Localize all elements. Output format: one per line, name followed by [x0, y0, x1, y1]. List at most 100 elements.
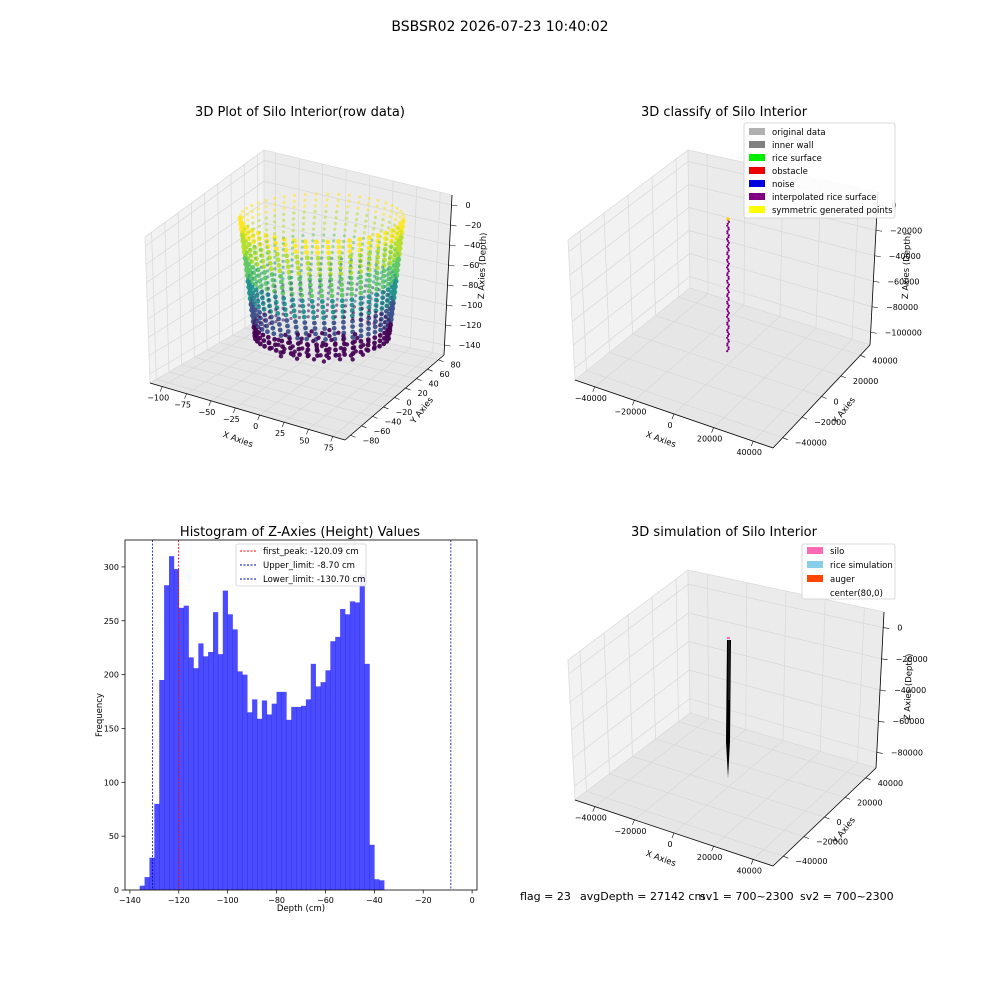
cloud-point	[388, 215, 392, 219]
cloud-point	[308, 274, 313, 278]
panel1-zlabel: Z Axies (Depth)	[477, 232, 489, 299]
cloud-point	[274, 251, 280, 257]
x-tick-label: −20	[415, 896, 432, 905]
cloud-point	[352, 339, 358, 344]
cloud-point	[331, 325, 337, 331]
classified-point	[726, 281, 729, 284]
cloud-point	[369, 244, 373, 248]
y-tick-label: −40	[385, 417, 402, 426]
cloud-point	[266, 286, 270, 291]
classified-point	[727, 289, 730, 292]
grid-line-y-wall	[627, 614, 633, 757]
cloud-point	[377, 343, 382, 349]
cloud-point	[325, 303, 330, 307]
cloud-point	[366, 283, 372, 289]
cloud-point	[347, 275, 351, 279]
cloud-point	[385, 323, 390, 327]
y-tick-mark	[782, 437, 788, 440]
cloud-point	[331, 245, 335, 249]
y-tick-mark	[844, 797, 851, 800]
z-tick-label: 0	[466, 201, 471, 210]
y-tick-label: 50	[109, 832, 119, 841]
cloud-point	[386, 268, 390, 272]
hist-bar	[193, 668, 199, 890]
hist-bar	[369, 844, 375, 890]
cloud-point	[377, 333, 383, 338]
cloud-point	[300, 251, 304, 255]
cloud-point	[258, 326, 262, 330]
cloud-point	[291, 223, 295, 227]
cloud-point	[367, 196, 371, 200]
cloud-point	[378, 318, 382, 322]
cloud-point	[347, 238, 352, 244]
cloud-point	[251, 314, 256, 318]
cloud-point	[366, 339, 371, 344]
cloud-point	[277, 327, 283, 333]
cloud-point	[297, 352, 302, 357]
z-tick-mark	[874, 255, 881, 258]
cloud-point	[304, 350, 309, 355]
y-tick-mark	[394, 397, 400, 400]
cloud-point	[365, 342, 371, 348]
cloud-point	[281, 236, 285, 240]
cloud-point	[250, 271, 254, 275]
classified-point	[726, 264, 730, 267]
cloud-point	[390, 290, 394, 294]
cloud-point	[375, 257, 379, 261]
x-tick-mark	[592, 386, 596, 392]
classified-point	[726, 315, 729, 318]
cloud-point	[272, 336, 277, 342]
cloud-point	[297, 315, 301, 320]
hist-bar	[305, 699, 312, 890]
cloud-point	[384, 201, 388, 205]
classified-point	[726, 342, 729, 345]
cloud-point	[341, 319, 346, 325]
classified-point	[727, 312, 731, 315]
classified-point	[726, 243, 730, 246]
cloud-point	[261, 338, 267, 343]
cloud-point	[308, 285, 312, 290]
cloud-point	[304, 255, 310, 261]
z-tick-mark	[876, 752, 883, 754]
cloud-point	[269, 345, 274, 351]
grid-line-y	[194, 356, 384, 408]
y-tick-mark	[824, 816, 830, 820]
cloud-point	[343, 310, 347, 314]
cloud-point	[339, 287, 345, 293]
hist-bar	[325, 670, 331, 890]
z-tick-mark	[448, 264, 455, 267]
classified-point	[726, 334, 730, 337]
legend-swatch	[749, 193, 765, 200]
cloud-point	[378, 327, 383, 333]
x-tick-label: 0	[470, 896, 475, 905]
cloud-point	[286, 340, 291, 345]
cloud-point	[341, 349, 346, 354]
cloud-point	[239, 213, 243, 217]
x-tick-label: −20000	[614, 407, 646, 416]
cloud-point	[260, 289, 264, 293]
cloud-point	[314, 192, 318, 196]
cloud-point	[276, 337, 281, 342]
cloud-point	[398, 243, 402, 247]
hist-bar	[213, 612, 219, 890]
cloud-point	[337, 352, 342, 358]
classified-point	[727, 306, 730, 309]
grid-line-x-wall	[706, 154, 709, 294]
hist-bars	[139, 556, 385, 890]
cloud-point	[257, 224, 261, 228]
cloud-point	[257, 218, 261, 223]
y-tick-label: −80	[363, 436, 380, 445]
classified-point	[726, 321, 729, 324]
cloud-point	[290, 246, 295, 250]
cloud-point	[314, 198, 318, 202]
cloud-point	[380, 265, 385, 269]
classified-point	[726, 272, 729, 275]
hist-bar	[315, 686, 321, 890]
y-tick-label: 0	[407, 399, 412, 408]
cloud-point	[382, 290, 386, 294]
cloud-point	[292, 193, 297, 197]
grid-line-y-wall	[675, 578, 679, 722]
x-tick-mark	[281, 422, 285, 428]
cloud-point	[391, 284, 395, 288]
cloud-point	[252, 328, 256, 332]
